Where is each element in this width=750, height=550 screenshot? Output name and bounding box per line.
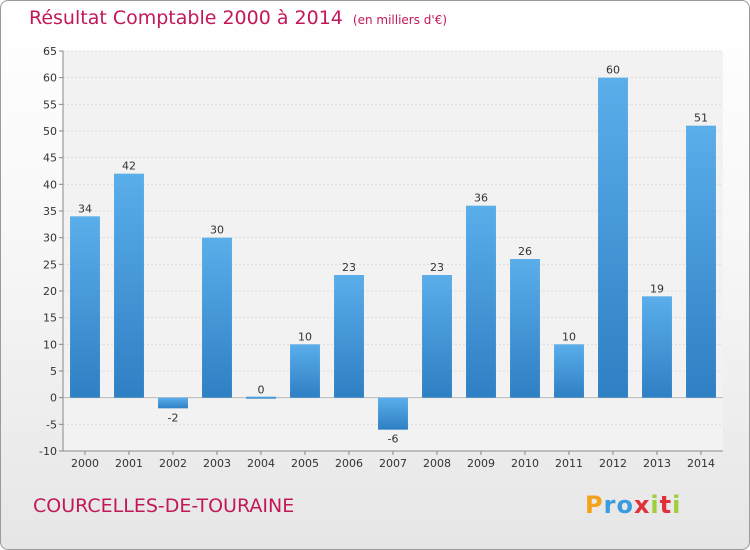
data-label: -6 bbox=[388, 433, 399, 446]
data-label: 10 bbox=[562, 330, 576, 343]
logo-letter: r bbox=[603, 491, 617, 519]
data-label: 23 bbox=[430, 261, 444, 274]
bar bbox=[510, 259, 540, 398]
x-tick-label: 2003 bbox=[203, 457, 231, 470]
bar bbox=[246, 396, 276, 399]
x-tick-label: 2009 bbox=[467, 457, 495, 470]
data-label: 60 bbox=[606, 64, 620, 77]
data-label: 19 bbox=[650, 282, 664, 295]
y-tick-label: 15 bbox=[43, 312, 57, 325]
x-tick-label: 2011 bbox=[555, 457, 583, 470]
y-tick-label: 30 bbox=[43, 232, 57, 245]
data-label: 30 bbox=[210, 224, 224, 237]
bar bbox=[554, 344, 584, 398]
data-label: 26 bbox=[518, 245, 532, 258]
y-tick-label: -10 bbox=[39, 445, 57, 458]
bar bbox=[290, 344, 320, 398]
logo-letter: i bbox=[650, 491, 660, 519]
y-tick-label: 10 bbox=[43, 338, 57, 351]
y-tick-label: 20 bbox=[43, 285, 57, 298]
data-label: 10 bbox=[298, 330, 312, 343]
bar bbox=[642, 296, 672, 398]
data-label: 34 bbox=[78, 202, 92, 215]
y-tick-label: 40 bbox=[43, 178, 57, 191]
y-tick-label: 25 bbox=[43, 258, 57, 271]
chart-subtitle: (en milliers d'€) bbox=[352, 13, 448, 27]
bar bbox=[158, 397, 188, 409]
proxiti-logo: Proxiti bbox=[585, 491, 681, 519]
x-tick-label: 2010 bbox=[511, 457, 539, 470]
y-tick-label: 5 bbox=[50, 365, 57, 378]
y-tick-label: -5 bbox=[46, 418, 57, 431]
x-tick-label: 2007 bbox=[379, 457, 407, 470]
x-tick-label: 2005 bbox=[291, 457, 319, 470]
bar bbox=[114, 173, 144, 398]
logo-letter: o bbox=[616, 491, 634, 519]
bar bbox=[70, 216, 100, 398]
bar bbox=[686, 125, 716, 398]
logo-letter: i bbox=[672, 491, 682, 519]
logo-letter: t bbox=[659, 491, 673, 519]
bar bbox=[334, 275, 364, 398]
logo-letter: P bbox=[585, 491, 604, 519]
bar bbox=[378, 397, 408, 430]
y-tick-label: 65 bbox=[43, 45, 57, 58]
data-label: 36 bbox=[474, 192, 488, 205]
bar bbox=[422, 275, 452, 398]
logo-letter: x bbox=[633, 491, 651, 519]
x-tick-label: 2000 bbox=[71, 457, 99, 470]
x-tick-label: 2002 bbox=[159, 457, 187, 470]
x-tick-label: 2013 bbox=[643, 457, 671, 470]
data-label: 0 bbox=[258, 384, 265, 397]
commune-name: COURCELLES-DE-TOURAINE bbox=[33, 495, 295, 517]
y-tick-label: 0 bbox=[50, 392, 57, 405]
x-tick-label: 2012 bbox=[599, 457, 627, 470]
data-label: 51 bbox=[694, 112, 708, 125]
y-tick-label: 50 bbox=[43, 125, 57, 138]
y-tick-label: 60 bbox=[43, 72, 57, 85]
x-tick-label: 2001 bbox=[115, 457, 143, 470]
data-label: 42 bbox=[122, 160, 136, 173]
bar bbox=[598, 77, 628, 398]
x-tick-label: 2006 bbox=[335, 457, 363, 470]
y-tick-label: 35 bbox=[43, 205, 57, 218]
bar bbox=[466, 205, 496, 398]
data-label: 23 bbox=[342, 261, 356, 274]
y-tick-label: 55 bbox=[43, 98, 57, 111]
x-tick-label: 2014 bbox=[687, 457, 715, 470]
bar bbox=[202, 237, 232, 398]
y-tick-label: 45 bbox=[43, 152, 57, 165]
data-label: -2 bbox=[168, 411, 179, 424]
chart-title: Résultat Comptable 2000 à 2014 (en millie… bbox=[29, 7, 447, 29]
x-tick-label: 2008 bbox=[423, 457, 451, 470]
chart-title-text: Résultat Comptable 2000 à 2014 bbox=[29, 7, 343, 29]
x-tick-label: 2004 bbox=[247, 457, 275, 470]
